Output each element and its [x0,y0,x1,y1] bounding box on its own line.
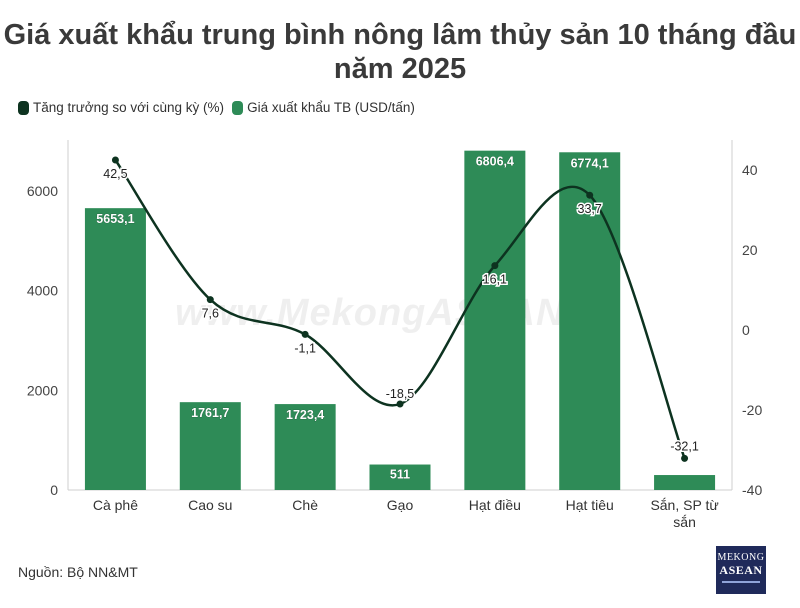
growth-data-label: 16,1 [483,273,507,287]
legend-item-price: Giá xuất khẩu TB (USD/tấn) [232,100,415,115]
legend-swatch-price [232,100,244,115]
growth-data-label: 42,5 [103,167,127,181]
growth-data-label: 33,7 [578,202,602,216]
y-left-tick-label: 4000 [27,283,58,299]
x-tick-label: Cà phê [93,497,138,513]
x-tick-label: Gạo [387,497,414,513]
y-left-tick-label: 6000 [27,183,58,199]
bar-data-label: 1761,7 [191,406,229,420]
bar [274,404,336,490]
growth-point [491,262,499,270]
bar-data-label: 6806,4 [476,155,514,169]
y-right-tick-label: 0 [742,322,750,338]
bar-data-label: 1723,4 [286,408,324,422]
bar [559,152,621,491]
x-tick-label: Hạt điều [469,497,521,513]
legend-label-growth: Tăng trưởng so với cùng kỳ (%) [33,100,225,115]
logo-line1: MEKONG [717,552,765,563]
growth-point [301,330,309,338]
bar [84,208,146,490]
x-tick-label: Chè [292,497,318,513]
growth-point [586,191,594,199]
growth-data-label: -1,1 [294,341,316,355]
growth-point [681,454,689,462]
legend-swatch-growth [18,100,29,115]
x-tick-label: Hạt tiêu [566,497,614,513]
growth-data-label: 7,6 [202,307,219,321]
logo-line2: ASEAN [719,563,763,577]
growth-data-label: -18,5 [386,387,415,401]
y-left-tick-label: 0 [50,482,58,498]
y-left-tick-label: 2000 [27,382,58,398]
legend: Tăng trưởng so với cùng kỳ (%) Giá xuất … [18,100,419,115]
bar [179,402,241,490]
x-tick-label-cont: sắn [673,514,696,530]
y-right-tick-label: -40 [742,482,762,498]
x-tick-label: Cao su [188,497,232,513]
x-tick-label: Sắn, SP từ [650,497,718,513]
bar [464,150,526,490]
growth-point [206,296,214,304]
growth-point [111,156,119,164]
bar-data-label: 511 [390,468,410,482]
y-right-tick-label: -20 [742,402,762,418]
chart-title: Giá xuất khẩu trung bình nông lâm thủy s… [3,19,797,85]
bar-data-label: 6774,1 [571,156,609,170]
legend-item-growth: Tăng trưởng so với cùng kỳ (%) [18,100,224,115]
bar-data-label: 5653,1 [96,212,134,226]
growth-data-label: -32,1 [670,439,699,453]
logo-bar [722,581,760,583]
growth-point [396,400,404,408]
watermark: www.MekongASEAN.vn [175,292,623,334]
bar [369,464,431,490]
y-right-tick-label: 20 [742,242,758,258]
legend-label-price: Giá xuất khẩu TB (USD/tấn) [247,100,415,115]
mekong-asean-logo: MEKONG ASEAN [716,546,766,594]
bar [654,475,716,490]
y-right-tick-label: 40 [742,162,758,178]
source-note: Nguồn: Bộ NN&MT [18,564,138,580]
